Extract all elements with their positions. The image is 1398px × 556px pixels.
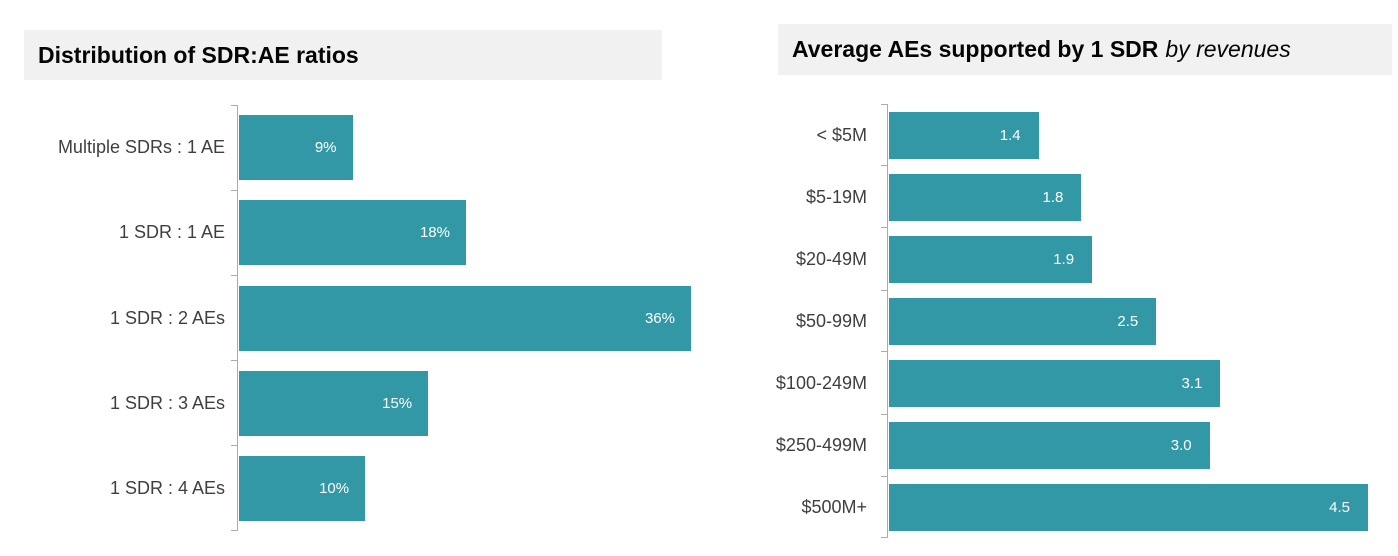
bar-zone: 9% [237,105,691,190]
bar: 3.1 [889,359,1221,407]
bar-zone: 3.0 [887,414,1368,476]
value-label: 15% [382,394,413,412]
axis-tick [881,351,887,353]
bar: 36% [239,285,691,351]
value-label: 4.5 [1329,498,1350,516]
category-label: 1 SDR : 1 AE [118,222,225,243]
bar-zone: 15% [237,361,691,446]
axis-tick [881,165,887,167]
value-label: 36% [644,309,675,327]
value-label: 1.4 [999,126,1021,144]
chart-title-suffix: by revenues [1165,36,1291,62]
bar-zone: 18% [237,190,691,275]
axis-tick [881,475,887,477]
bar-zone: 3.1 [887,352,1368,414]
value-label: 9% [314,139,337,157]
category-label: < $5M [816,124,867,145]
value-label: 2.5 [1117,312,1139,330]
value-label: 18% [419,224,450,242]
bar-row: 1 SDR : 3 AEs 15% [0,361,691,446]
axis-tick [881,103,887,105]
bar-row: Multiple SDRs : 1 AE 9% [0,105,691,190]
bar-zone: 1.9 [887,228,1368,290]
axis-tick [231,360,237,362]
bar: 1.4 [889,111,1039,159]
chart-title-band: Distribution of SDR:AE ratios [24,30,662,80]
axis-tick [231,274,237,276]
category-label: $250-499M [775,434,867,455]
bar: 1.9 [889,235,1093,283]
bar: 2.5 [889,297,1157,345]
axis-tick [231,189,237,191]
bar-zone: 10% [237,446,691,531]
axis-tick [231,445,237,447]
bar: 10% [239,455,366,521]
category-label: $500M+ [801,496,867,517]
category-label: $50-99M [795,310,867,331]
chart-title-band: Average AEs supported by 1 SDR by revenu… [778,24,1392,75]
value-label: 3.1 [1181,374,1203,392]
axis-tick [231,530,237,531]
bar-chart-aes-by-revenue: < $5M 1.4 $5-19M 1.8 $20-49M 1.9 $50-99M 2.5 $10… [700,103,1368,538]
bar: 15% [239,370,429,436]
bar: 4.5 [889,483,1368,531]
bar: 9% [239,115,353,181]
category-label: Multiple SDRs : 1 AE [57,137,225,158]
bar-zone: 1.8 [887,166,1368,228]
chart-title: Average AEs supported by 1 SDR [792,36,1159,62]
bar-row: $500M+ 4.5 [700,476,1368,538]
bar-chart-sdr-ae-ratios: Multiple SDRs : 1 AE 9% 1 SDR : 1 AE 18% 1 S… [0,104,691,531]
bar-row: 1 SDR : 2 AEs 36% [0,275,691,360]
chart-title: Distribution of SDR:AE ratios [38,41,359,68]
value-label: 1.9 [1053,250,1075,268]
bar-zone: 4.5 [887,476,1368,538]
bar-row: $20-49M 1.9 [700,228,1368,290]
axis-tick [881,413,887,415]
axis-tick [881,289,887,291]
bar-zone: 2.5 [887,290,1368,352]
bar-row: $5-19M 1.8 [700,166,1368,228]
value-label: 3.0 [1170,436,1192,454]
bar-row: < $5M 1.4 [700,104,1368,166]
bar: 18% [239,200,466,266]
axis-tick [881,537,887,538]
category-label: $5-19M [805,186,867,207]
y-axis [881,103,888,538]
y-axis [231,104,238,531]
bar-zone: 36% [237,275,691,360]
category-label: $100-249M [775,372,867,393]
bar-row: 1 SDR : 1 AE 18% [0,190,691,275]
bar-row: 1 SDR : 4 AEs 10% [0,446,691,531]
value-label: 10% [319,479,350,497]
bar: 3.0 [889,421,1210,469]
bar-zone: 1.4 [887,104,1368,166]
bar-row: $50-99M 2.5 [700,290,1368,352]
category-label: 1 SDR : 3 AEs [109,392,225,413]
bar-row: $100-249M 3.1 [700,352,1368,414]
axis-tick [881,227,887,229]
axis-tick [231,104,237,106]
category-label: 1 SDR : 2 AEs [109,307,225,328]
category-label: 1 SDR : 4 AEs [109,477,225,498]
bar: 1.8 [889,173,1082,221]
value-label: 1.8 [1042,188,1064,206]
bar-row: $250-499M 3.0 [700,414,1368,476]
category-label: $20-49M [795,248,867,269]
